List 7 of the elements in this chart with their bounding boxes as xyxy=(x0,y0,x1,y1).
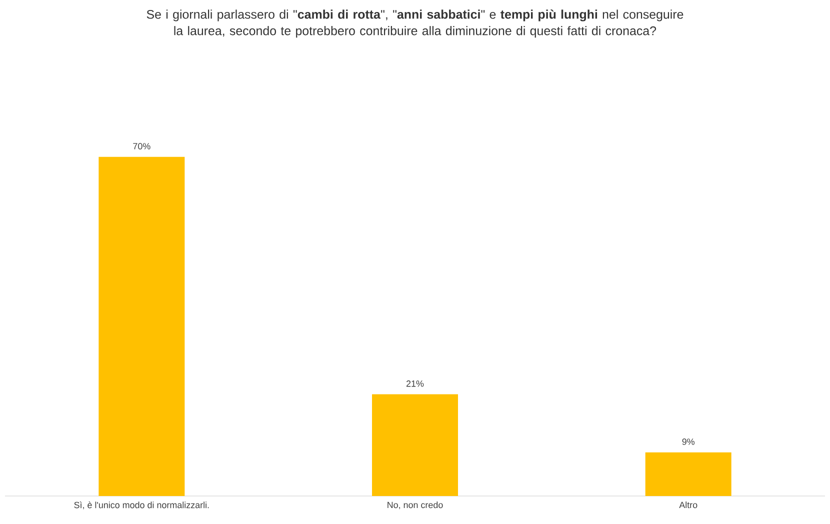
x-tick-label: Sì, è l'unico modo di normalizzarli. xyxy=(74,502,209,510)
chart-title: Se i giornali parlassero di "cambi di rotta", "anni sabbatici" e tempi più lunghi nel conseguire la laurea, secondo te potrebbero contribuire alla diminuzione di questi fatti di cronaca? xyxy=(146,10,684,38)
data-label: 21% xyxy=(406,380,424,387)
data-label: 70% xyxy=(133,143,150,150)
data-label: 9% xyxy=(682,438,695,445)
x-tick-label: Altro xyxy=(679,502,698,508)
x-tick-label: No, non credo xyxy=(388,502,443,510)
